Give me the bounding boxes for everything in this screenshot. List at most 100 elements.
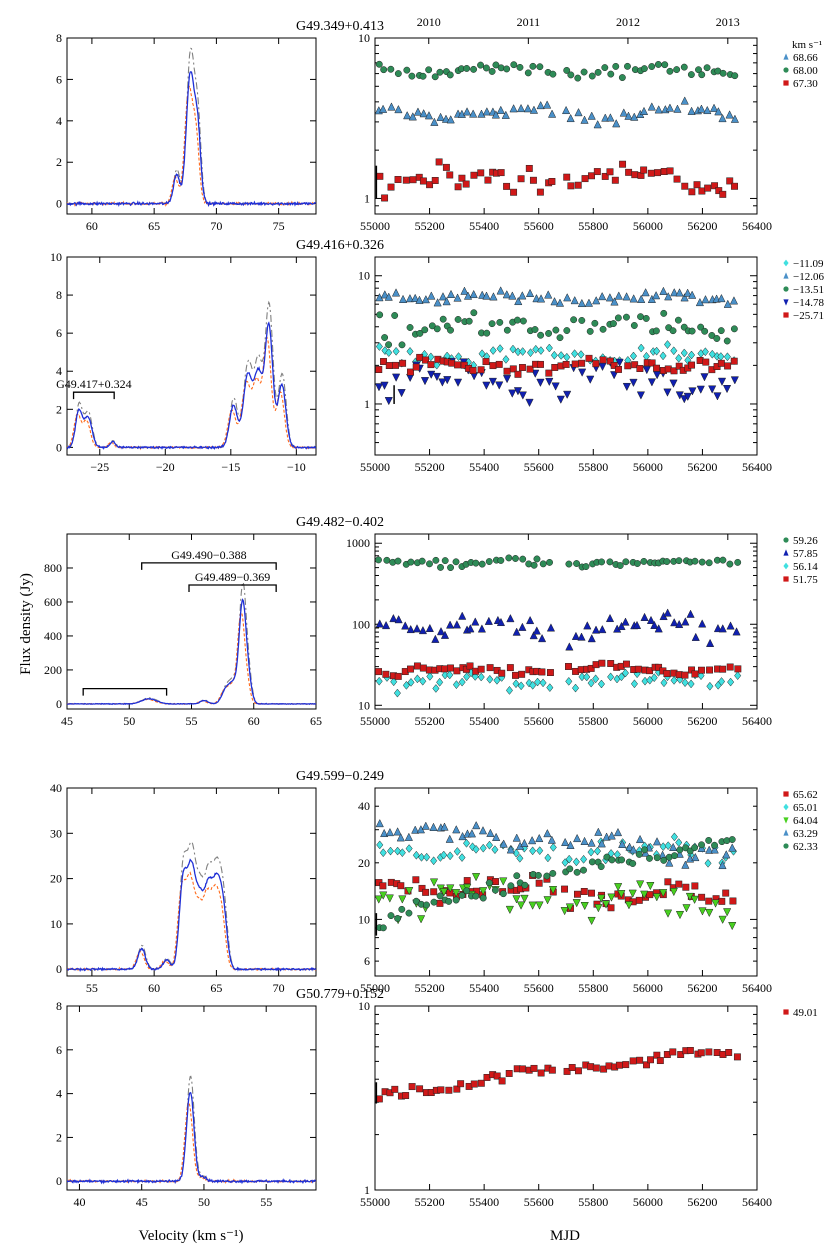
data-point	[407, 665, 414, 673]
data-point	[441, 114, 451, 123]
data-point	[577, 298, 586, 308]
observed-curve	[67, 1091, 316, 1185]
observed-curve	[67, 71, 316, 208]
data-point	[517, 681, 525, 691]
data-point	[717, 327, 725, 335]
data-point	[560, 907, 569, 916]
data-point	[580, 836, 589, 845]
data-point	[702, 358, 710, 366]
data-point	[714, 107, 723, 116]
data-point	[412, 876, 420, 884]
data-point	[641, 288, 650, 297]
data-point	[438, 378, 447, 387]
data-point	[723, 337, 731, 345]
x-tick-label: 60	[86, 219, 98, 233]
data-point	[446, 115, 455, 124]
data-point	[726, 621, 735, 630]
data-point	[545, 343, 553, 353]
data-point	[585, 354, 593, 362]
x-tick-label: 45	[136, 1195, 148, 1209]
y-tick-label: 40	[358, 799, 370, 813]
model-dashed-curve	[67, 85, 316, 207]
legend-unit: km s⁻¹	[792, 39, 822, 51]
data-point	[412, 850, 420, 860]
data-point	[597, 839, 606, 848]
data-point	[445, 620, 455, 629]
data-point	[607, 660, 615, 667]
data-point	[713, 623, 723, 633]
data-point	[430, 888, 438, 896]
data-point	[666, 167, 674, 175]
data-point	[669, 888, 678, 897]
data-point	[514, 296, 523, 306]
data-point	[452, 896, 460, 904]
x-tick-label: 56200	[687, 1195, 717, 1209]
data-point	[671, 852, 678, 860]
data-point	[433, 325, 441, 333]
data-point	[442, 163, 450, 171]
y-tick-label: 4	[56, 364, 62, 378]
y-tick-label: 6	[56, 1043, 62, 1057]
legend-label: 62.33	[793, 841, 818, 853]
data-point	[411, 293, 420, 302]
x-tick-label: −25	[90, 460, 109, 474]
data-point	[551, 364, 559, 371]
data-point	[519, 555, 527, 563]
data-point	[523, 104, 533, 113]
data-point	[718, 113, 727, 123]
data-point	[698, 893, 706, 901]
x-tick-label: 70	[273, 981, 285, 995]
data-point	[415, 173, 423, 181]
data-point	[539, 560, 547, 568]
data-point	[505, 1070, 513, 1077]
data-point	[580, 854, 588, 864]
region-bracket: G49.417+0.324	[56, 377, 132, 400]
data-point	[663, 608, 672, 617]
data-point	[686, 609, 695, 618]
data-point	[713, 1049, 721, 1056]
data-point	[642, 315, 650, 322]
x-tick-label: 56400	[742, 1195, 772, 1209]
data-point	[659, 842, 667, 852]
data-point	[588, 889, 595, 897]
data-point	[427, 352, 435, 362]
data-point	[529, 176, 537, 184]
data-point	[641, 846, 648, 854]
data-point	[588, 858, 596, 866]
data-point	[567, 71, 575, 79]
data-point	[505, 686, 513, 695]
data-point	[545, 329, 553, 337]
data-point	[382, 670, 390, 678]
data-point	[492, 61, 500, 69]
y-tick-label: 0	[56, 697, 62, 711]
spectrum-panel: 40 45 50 55 0 2 4 6 8	[56, 999, 317, 1209]
data-point	[419, 109, 428, 118]
data-point	[479, 843, 487, 853]
timeseries-panel: 55000 55200 55400 55600 55800 56000 56200 56400…	[358, 787, 818, 995]
data-point	[482, 64, 490, 72]
data-point	[421, 326, 429, 334]
data-point	[454, 183, 462, 191]
model-dashed-curve	[67, 611, 316, 705]
x-tick-label: 55200	[415, 219, 445, 233]
data-point	[497, 557, 505, 564]
data-point	[734, 671, 742, 681]
data-point	[573, 890, 581, 898]
data-point	[440, 822, 449, 831]
data-point	[387, 183, 395, 191]
timeseries-frame	[374, 256, 758, 456]
timeseries-points	[375, 818, 738, 932]
x-tick-label: 55000	[360, 460, 390, 474]
data-point	[447, 564, 454, 572]
data-point	[499, 839, 508, 848]
spectrum-panel: 55 60 65 70 0 10 20 30 40	[50, 781, 317, 995]
data-point	[452, 825, 461, 834]
data-point	[413, 662, 421, 670]
data-point	[561, 885, 569, 893]
data-point	[691, 632, 700, 641]
data-point	[574, 181, 582, 189]
data-point	[525, 164, 533, 172]
data-point	[402, 680, 410, 690]
data-point	[375, 366, 383, 374]
data-point	[550, 297, 559, 306]
